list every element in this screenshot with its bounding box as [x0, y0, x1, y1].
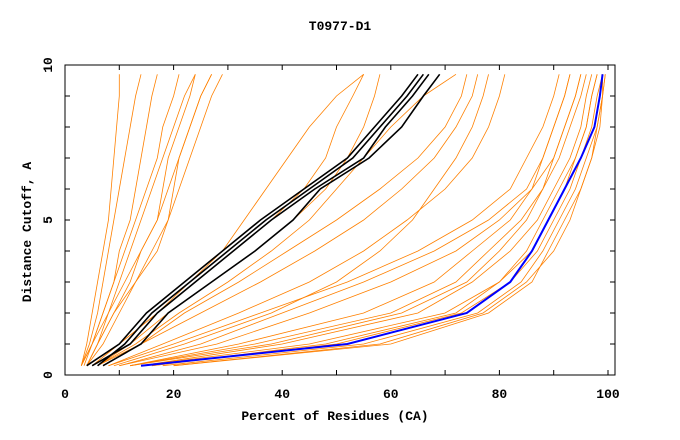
x-tick-label: 100 [596, 387, 620, 402]
model-curve [113, 74, 489, 367]
x-tick-label: 40 [274, 387, 290, 402]
model-curve [173, 74, 606, 367]
x-tick-label: 0 [61, 387, 69, 402]
model-curve [151, 74, 598, 367]
model-curve [83, 74, 180, 366]
model-curve [80, 74, 120, 366]
model-curve [102, 74, 468, 367]
series-layer [80, 73, 606, 367]
model-curve [97, 74, 479, 367]
ticks-layer [64, 64, 615, 376]
model-curve [119, 74, 571, 367]
y-axis-label: Distance Cutoff, A [20, 162, 35, 303]
model-curve [173, 74, 603, 367]
model-curve [151, 74, 603, 367]
highlighted-model-curve [91, 73, 430, 367]
plot-frame [64, 64, 616, 376]
model-curve [108, 74, 506, 367]
model-curve [80, 74, 142, 366]
model-curve [86, 74, 212, 366]
highlighted-model-curve [86, 73, 419, 367]
model-curve [97, 74, 381, 367]
model-curve [130, 74, 587, 367]
x-tick-label: 80 [492, 387, 508, 402]
x-tick-label: 20 [166, 387, 182, 402]
model-curve [140, 74, 593, 367]
model-curve [108, 74, 560, 367]
model-curve [97, 73, 457, 367]
model-curve [91, 73, 364, 367]
y-tick-label: 10 [41, 57, 56, 73]
x-tick-label: 60 [383, 387, 399, 402]
chart-title: T0977-D1 [309, 19, 372, 34]
model-curve [91, 74, 365, 367]
model-curve [80, 74, 196, 366]
y-tick-label: 0 [41, 371, 56, 379]
x-axis-label: Percent of Residues (CA) [241, 409, 428, 424]
highlighted-model-curve [97, 73, 425, 367]
model-curve [130, 74, 582, 367]
model-curve [86, 74, 196, 366]
model-curve [140, 74, 598, 367]
model-curve [130, 74, 571, 367]
model-curve [162, 74, 606, 367]
y-tick-label: 5 [41, 216, 56, 224]
model-curve [86, 74, 223, 366]
best-model-curve [140, 74, 604, 367]
highlighted-model-curve [102, 73, 441, 367]
